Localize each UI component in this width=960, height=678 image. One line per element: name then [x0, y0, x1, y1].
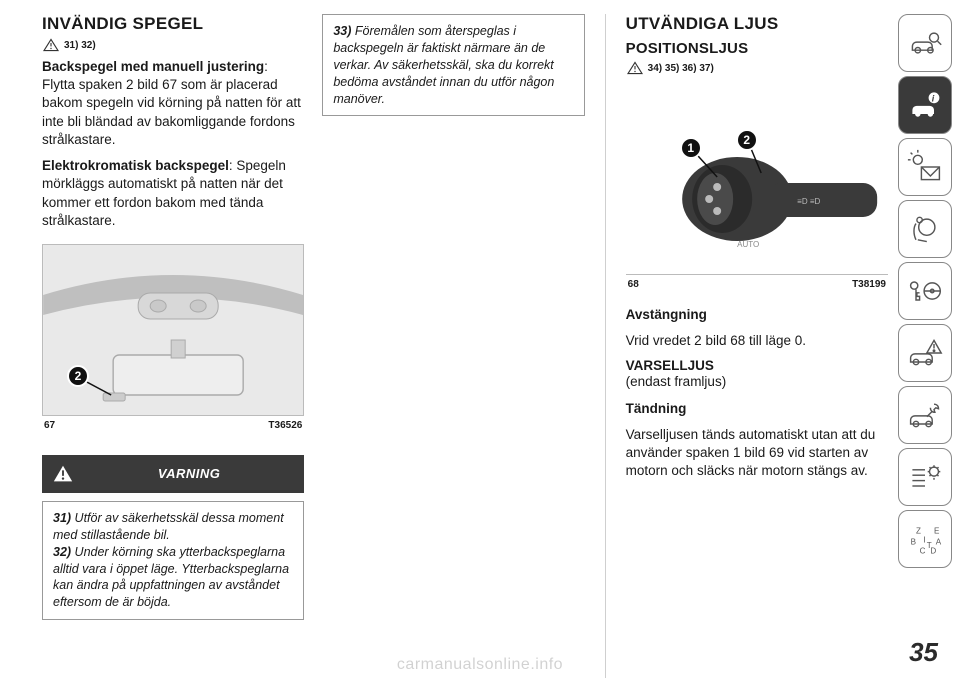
warning-note-box: 33) Föremålen som återspeglas i backspeg… [322, 14, 584, 116]
sidebar-item-lights-mail[interactable] [898, 138, 952, 196]
sidebar-item-car-search[interactable] [898, 14, 952, 72]
mirror-illustration [43, 245, 303, 415]
sidebar-item-key-steering[interactable] [898, 262, 952, 320]
paragraph: Varselljusen tänds automatiskt utan att … [626, 426, 888, 481]
warning-bar: VARNING [42, 455, 304, 493]
svg-text:Z: Z [916, 527, 921, 536]
page-number: 35 [909, 637, 938, 668]
svg-text:≡D ≡D: ≡D ≡D [797, 197, 820, 206]
watermark: carmanualsonline.info [397, 656, 563, 674]
warning-note-box: 31) Utför av säkerhetsskäl dessa moment … [42, 501, 304, 620]
sidebar-item-index[interactable]: Z E B A C D I T [898, 510, 952, 568]
sidebar-item-car-info[interactable]: i [898, 76, 952, 134]
subsection-title: VARSELLJUS [626, 358, 888, 373]
sidebar-item-airbag[interactable] [898, 200, 952, 258]
figure-callout: 1 [680, 137, 702, 159]
warning-label: VARNING [84, 466, 294, 481]
sidebar-item-hazard[interactable] [898, 324, 952, 382]
ref-line: 34) 35) 36) 37) [626, 61, 888, 75]
svg-text:T: T [927, 541, 932, 550]
figure-68: ≡D ≡D AUTO 1 2 68 T38199 [626, 99, 888, 292]
paragraph: (endast framljus) [626, 373, 888, 391]
figure-number: 67 [44, 420, 55, 431]
subsection-title: POSITIONSLJUS [626, 40, 888, 57]
warning-triangle-icon [42, 38, 60, 52]
paragraph: Avstängning [626, 306, 888, 324]
figure-callout: 2 [736, 129, 758, 151]
paragraph: Backspegel med manuell justering: Flytta… [42, 58, 304, 149]
section-title: INVÄNDIG SPEGEL [42, 14, 304, 34]
svg-text:AUTO: AUTO [737, 240, 759, 249]
paragraph: Vrid vredet 2 bild 68 till läge 0. [626, 332, 888, 350]
sidebar-item-service[interactable] [898, 386, 952, 444]
paragraph: Elektrokromatisk backspegel: Spegeln mör… [42, 157, 304, 230]
column-divider [605, 14, 606, 678]
light-stalk-illustration: ≡D ≡D AUTO [626, 99, 888, 274]
paragraph: Tändning [626, 400, 888, 418]
figure-number: 68 [628, 279, 639, 290]
sidebar-item-settings-list[interactable] [898, 448, 952, 506]
svg-text:C: C [920, 546, 926, 555]
figure-code: T38199 [852, 279, 886, 290]
figure-67: 2 67 T36526 [42, 238, 304, 433]
svg-text:B: B [911, 537, 916, 546]
svg-text:E: E [934, 527, 940, 536]
figure-callout: 2 [67, 365, 89, 387]
ref-numbers: 34) 35) 36) 37) [648, 63, 714, 74]
warning-triangle-icon [52, 463, 74, 485]
svg-text:I: I [923, 536, 925, 545]
ref-line: 31) 32) [42, 38, 304, 52]
sidebar-nav: i Z E B A C D I T [898, 0, 960, 678]
ref-numbers: 31) 32) [64, 40, 96, 51]
section-title: UTVÄNDIGA LJUS [626, 14, 888, 34]
warning-triangle-icon [626, 61, 644, 75]
figure-code: T36526 [268, 420, 302, 431]
svg-text:A: A [936, 537, 942, 546]
